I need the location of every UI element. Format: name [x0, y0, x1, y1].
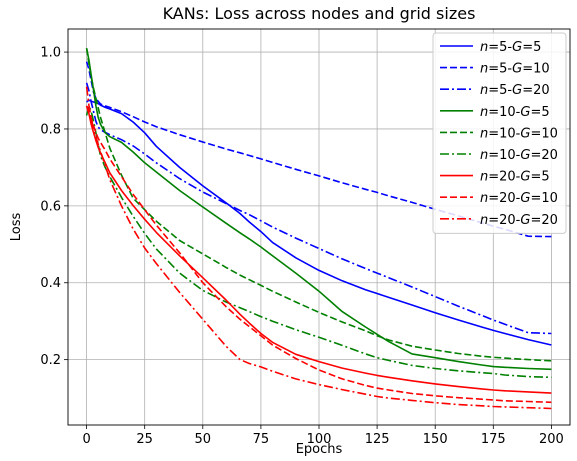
series-line-7: [85, 105, 552, 404]
axis-ticks: 0 25 50 75 100 125 150 175 200 0.2 0.4 0.6 0.8 1.0: [40, 46, 564, 447]
x-tick-label: 125: [365, 432, 390, 447]
x-tick-label: 0: [82, 432, 90, 447]
series-line-8: [85, 86, 552, 410]
legend-label-2: n=5-G=20: [480, 83, 550, 98]
legend-box: [432, 32, 567, 234]
x-tick-label: 200: [539, 432, 564, 447]
legend-label-1: n=5-G=10: [480, 62, 550, 77]
chart-title: KANs: Loss across nodes and grid sizes: [163, 4, 476, 23]
y-axis-label: Loss: [9, 213, 24, 242]
x-tick-label: 75: [253, 432, 270, 447]
x-tick-label: 25: [136, 432, 153, 447]
y-tick-label: 0.2: [40, 353, 61, 368]
legend-label-3: n=10-G=5: [480, 105, 550, 120]
series-lines: [85, 48, 552, 410]
legend-label-0: n=5-G=5: [480, 40, 541, 55]
legend-label-5: n=10-G=20: [480, 148, 558, 163]
x-tick-label: 150: [423, 432, 448, 447]
y-tick-label: 0.6: [40, 199, 61, 214]
legend-label-8: n=20-G=20: [480, 213, 558, 228]
y-tick-label: 0.4: [40, 276, 61, 291]
y-tick-label: 0.8: [40, 122, 61, 137]
x-axis-label: Epochs: [296, 442, 343, 457]
legend-label-7: n=20-G=10: [480, 191, 558, 206]
y-tick-label: 1.0: [40, 46, 61, 61]
series-line-0: [86, 99, 552, 346]
series-line-1: [85, 61, 552, 238]
x-tick-label: 50: [195, 432, 212, 447]
legend-label-4: n=10-G=10: [480, 126, 558, 141]
legend-label-6: n=20-G=5: [480, 170, 550, 185]
x-tick-label: 175: [481, 432, 506, 447]
legend: n=5-G=5 n=5-G=10 n=5-G=20 n=10-G=5 n=10-G=10…: [432, 32, 567, 234]
series-line-4: [85, 48, 552, 362]
series-line-2: [85, 82, 552, 335]
series-line-3: [85, 48, 552, 371]
x-tick-label: 100: [307, 432, 332, 447]
